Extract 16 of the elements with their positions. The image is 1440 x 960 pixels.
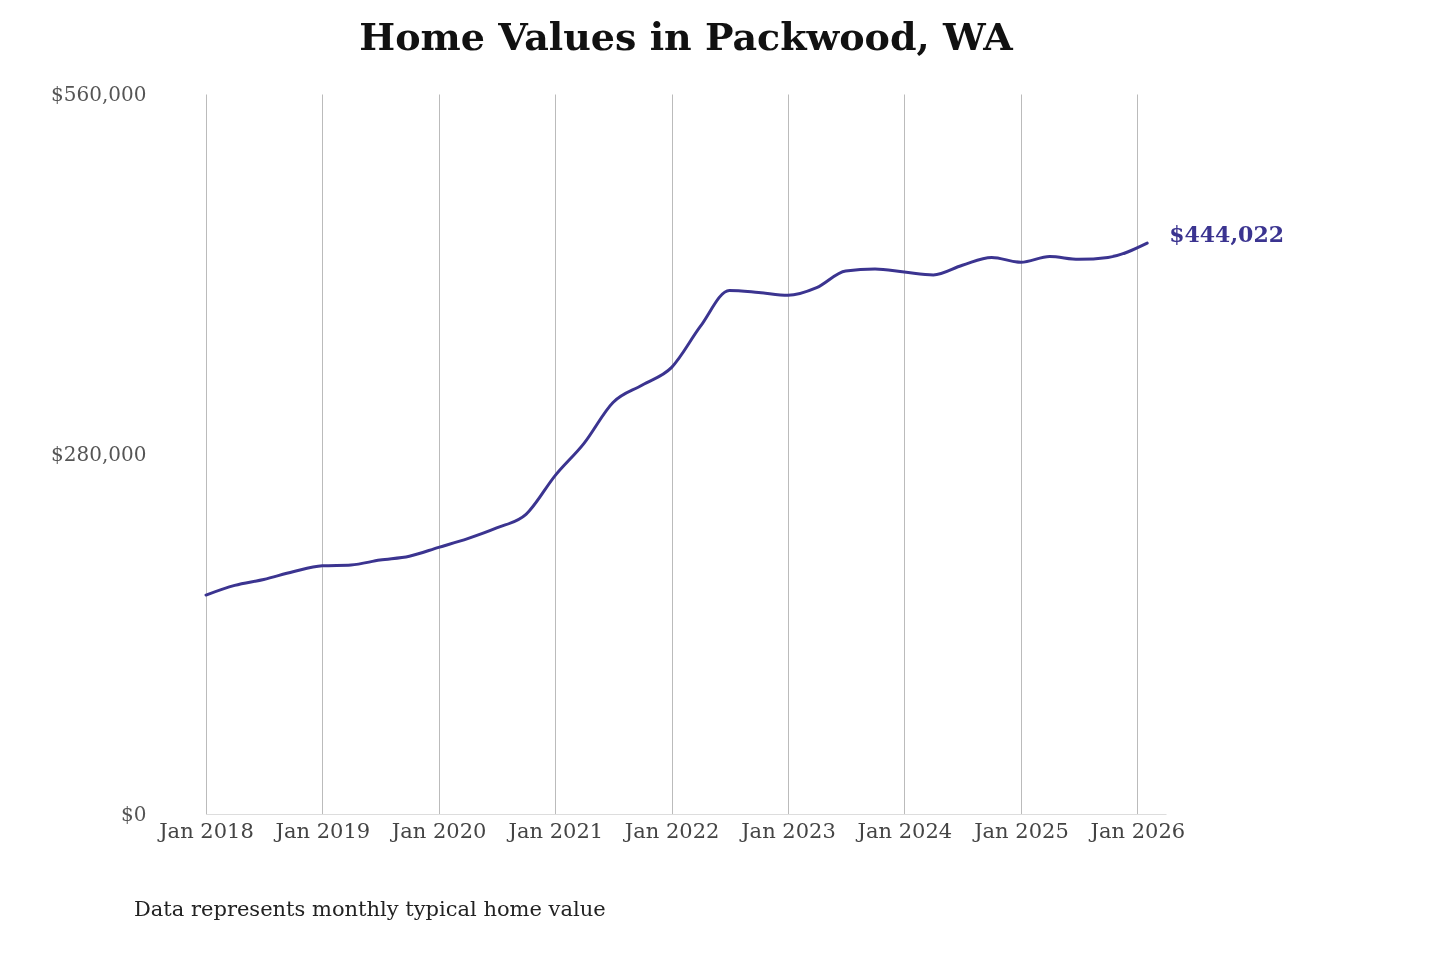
y-tick-label: $560,000 (51, 81, 147, 106)
x-tick-label: Jan 2023 (739, 818, 836, 843)
annotation: $444,022 (1169, 221, 1285, 248)
chart-title: Home Values in Packwood, WA (359, 14, 1014, 59)
x-tick-label: Jan 2020 (389, 818, 487, 843)
x-tick-label: Jan 2026 (1088, 818, 1186, 843)
x-tick-label: Jan 2025 (972, 818, 1069, 843)
line-series (204, 241, 1149, 597)
x-tick-label: Jan 2019 (273, 818, 371, 843)
y-tick-label: $280,000 (51, 441, 147, 466)
text: Data represents monthly typical home value (134, 897, 606, 921)
x-tick-label: Jan 2024 (855, 818, 953, 843)
x-tick-label: Jan 2021 (506, 818, 604, 843)
x-tick-label: Jan 2022 (622, 818, 720, 843)
x-tick-label: Jan 2018 (157, 818, 254, 843)
y-tick-label: $0 (121, 801, 147, 826)
